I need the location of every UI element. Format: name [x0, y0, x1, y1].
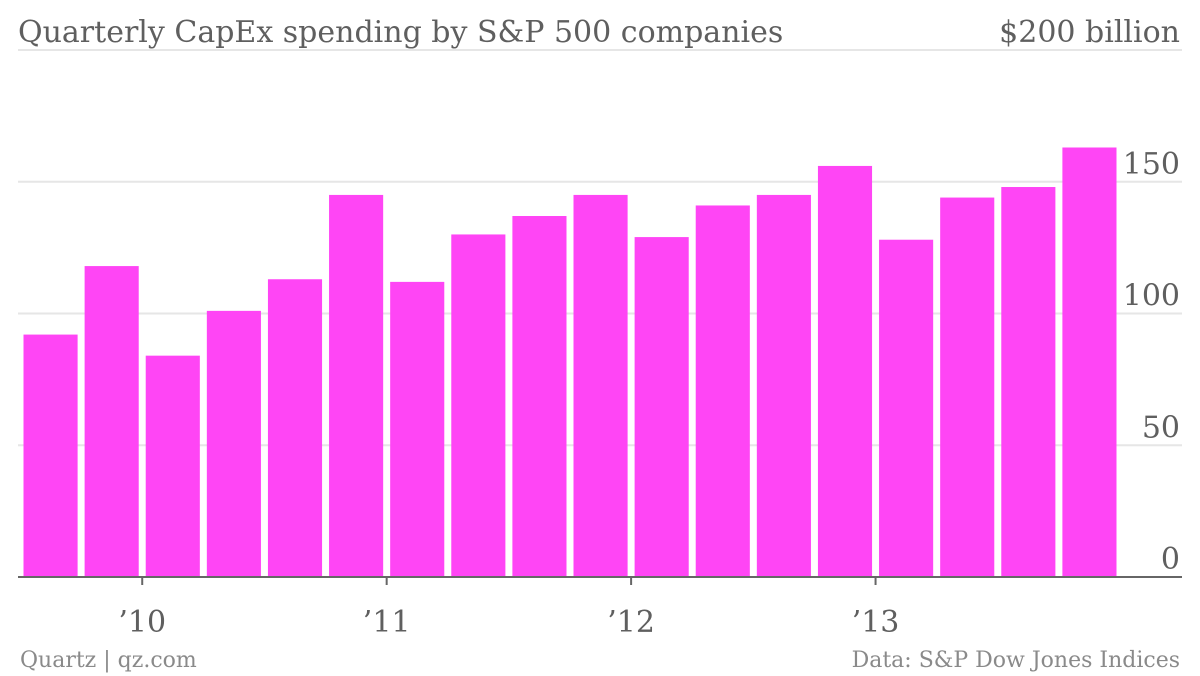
bar — [940, 197, 995, 577]
y-tick-label: 50 — [1142, 410, 1180, 445]
bar — [512, 216, 567, 577]
bar — [390, 281, 445, 577]
bar — [206, 310, 261, 577]
bar — [145, 355, 200, 577]
bar — [879, 239, 934, 577]
y-tick-label: 100 — [1123, 279, 1180, 314]
bar — [1062, 147, 1117, 577]
bar — [267, 279, 323, 577]
x-tick-label: ’11 — [363, 605, 411, 640]
bar — [23, 334, 78, 577]
y-tick-label: 0 — [1161, 542, 1180, 577]
bars — [23, 147, 1117, 578]
bar — [695, 205, 750, 577]
x-tick-label: ’12 — [607, 605, 655, 640]
footer-source-left: Quartz | qz.com — [20, 648, 197, 673]
x-tick-label: ’10 — [118, 605, 166, 640]
bar — [756, 194, 811, 578]
footer-source-right: Data: S&P Dow Jones Indices — [852, 648, 1180, 673]
y-axis-top-label: $200 billion — [999, 15, 1180, 50]
bar — [84, 266, 139, 577]
x-tick-labels: ’10 ’11 ’12 ’13 — [118, 577, 899, 640]
y-tick-label: 150 — [1123, 147, 1180, 182]
x-tick-label: ’13 — [852, 605, 900, 640]
y-tick-labels: 150 100 50 0 — [1123, 147, 1180, 577]
bar — [634, 237, 689, 577]
bar — [1001, 187, 1056, 577]
bar — [573, 194, 628, 578]
chart-title: Quarterly CapEx spending by S&P 500 comp… — [18, 15, 783, 50]
bar — [451, 234, 506, 577]
bar — [817, 165, 873, 577]
bar — [329, 194, 384, 578]
